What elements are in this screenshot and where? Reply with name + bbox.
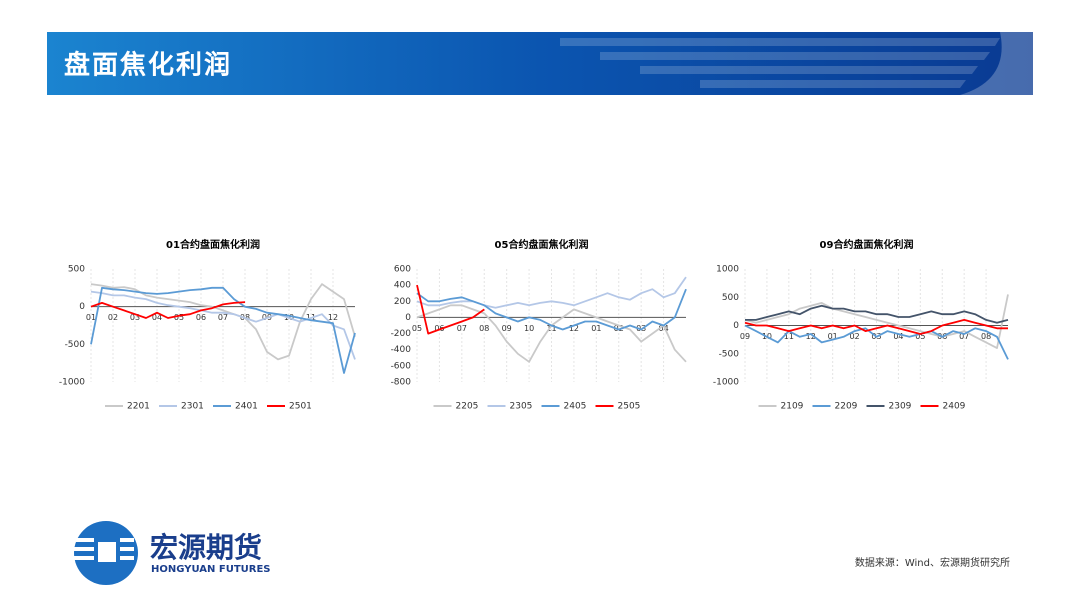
header-curve bbox=[960, 32, 1033, 95]
y-tick-label: 500 bbox=[68, 265, 85, 275]
legend-label: 2501 bbox=[289, 402, 312, 412]
series-line bbox=[416, 276, 687, 309]
x-tick-label: 06 bbox=[434, 324, 444, 333]
y-tick-label: 0 bbox=[405, 313, 411, 323]
legend-label: 2305 bbox=[510, 402, 533, 412]
header-title: 盘面焦化利润 bbox=[64, 50, 232, 81]
legend-label: 2201 bbox=[127, 402, 150, 412]
x-tick-label: 03 bbox=[130, 313, 140, 322]
y-tick-label: -200 bbox=[391, 329, 412, 339]
logo-en: HONGYUAN FUTURES bbox=[151, 564, 271, 575]
series-line bbox=[90, 301, 246, 319]
logo-square bbox=[94, 538, 120, 566]
x-tick-label: 02 bbox=[108, 313, 118, 322]
x-tick-label: 04 bbox=[658, 324, 668, 333]
y-tick-label: -800 bbox=[391, 378, 412, 388]
x-tick-label: 08 bbox=[479, 324, 489, 333]
x-tick-label: 06 bbox=[196, 313, 206, 322]
x-tick-label: 01 bbox=[591, 324, 601, 333]
legend-label: 2301 bbox=[181, 402, 204, 412]
series-line bbox=[745, 304, 1009, 324]
x-tick-label: 07 bbox=[959, 332, 969, 341]
legend-label: 2409 bbox=[943, 402, 966, 412]
x-tick-label: 04 bbox=[893, 332, 903, 341]
y-tick-label: 0 bbox=[79, 302, 85, 312]
legend-label: 2205 bbox=[456, 402, 479, 412]
series-line bbox=[90, 290, 356, 360]
y-tick-label: -1000 bbox=[713, 378, 739, 388]
series-line bbox=[416, 284, 485, 335]
chart-title: 05合约盘面焦化利润 bbox=[495, 238, 589, 251]
x-tick-label: 09 bbox=[502, 324, 512, 333]
series-line bbox=[416, 288, 687, 331]
y-tick-label: -400 bbox=[391, 345, 412, 355]
x-tick-label: 08 bbox=[981, 332, 991, 341]
y-tick-label: 200 bbox=[394, 297, 411, 307]
chart-title: 01合约盘面焦化利润 bbox=[166, 238, 260, 251]
y-tick-label: -1000 bbox=[59, 378, 85, 388]
y-tick-label: -500 bbox=[65, 340, 86, 350]
y-tick-label: -600 bbox=[391, 361, 412, 371]
x-tick-label: 02 bbox=[614, 324, 624, 333]
x-tick-label: 07 bbox=[457, 324, 467, 333]
header-stripes bbox=[560, 38, 1000, 88]
series-line bbox=[744, 294, 1009, 349]
x-tick-label: 05 bbox=[915, 332, 925, 341]
chart-title: 09合约盘面焦化利润 bbox=[820, 238, 914, 251]
legend-label: 2405 bbox=[564, 402, 587, 412]
legend-label: 2209 bbox=[835, 402, 858, 412]
x-tick-label: 05 bbox=[174, 313, 184, 322]
series-line bbox=[90, 283, 356, 361]
y-tick-label: 500 bbox=[722, 293, 739, 303]
y-tick-label: -500 bbox=[719, 349, 740, 359]
y-tick-label: 0 bbox=[733, 321, 739, 331]
x-tick-label: 01 bbox=[828, 332, 838, 341]
source-note: 数据来源：Wind、宏源期货研究所 bbox=[855, 556, 1010, 569]
legend-label: 2309 bbox=[889, 402, 912, 412]
x-tick-label: 07 bbox=[218, 313, 228, 322]
logo bbox=[74, 521, 138, 585]
x-tick-label: 11 bbox=[546, 324, 556, 333]
x-tick-label: 09 bbox=[740, 332, 750, 341]
legend-label: 2401 bbox=[235, 402, 258, 412]
header-bar bbox=[47, 32, 1033, 95]
x-tick-label: 12 bbox=[569, 324, 579, 333]
series-line bbox=[90, 286, 356, 374]
series-line bbox=[744, 319, 1008, 335]
x-tick-label: 11 bbox=[784, 332, 794, 341]
logo-cn: 宏源期货 bbox=[150, 531, 262, 564]
y-tick-label: 1000 bbox=[716, 265, 739, 275]
y-tick-label: 600 bbox=[394, 265, 411, 275]
legend-label: 2505 bbox=[618, 402, 641, 412]
x-tick-label: 12 bbox=[806, 332, 816, 341]
x-tick-label: 10 bbox=[524, 324, 534, 333]
x-tick-label: 02 bbox=[849, 332, 859, 341]
x-tick-label: 04 bbox=[152, 313, 162, 322]
y-tick-label: 400 bbox=[394, 281, 411, 291]
x-tick-label: 01 bbox=[86, 313, 96, 322]
x-tick-label: 12 bbox=[328, 313, 338, 322]
legend-label: 2109 bbox=[781, 402, 804, 412]
x-tick-label: 05 bbox=[412, 324, 422, 333]
